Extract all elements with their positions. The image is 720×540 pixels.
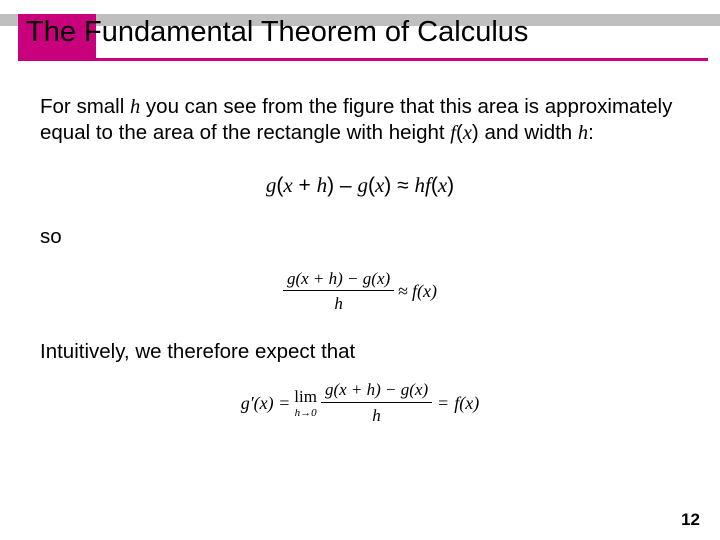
- op-minus: –: [334, 174, 357, 197]
- limit-approach: h→0: [294, 406, 317, 420]
- paragraph-2: Intuitively, we therefore expect that: [40, 339, 680, 365]
- equation-2: g(x + h) − g(x) h ≈ f(x): [40, 265, 680, 316]
- equation-3: g′(x) = lim h→0 g(x + h) − g(x) h = f(x): [40, 379, 680, 427]
- var-x: x: [283, 173, 292, 197]
- var-x: x: [463, 122, 472, 144]
- var-h: h: [578, 122, 588, 144]
- text-so: so: [40, 224, 680, 250]
- slide-title: The Fundamental Theorem of Calculus: [26, 16, 528, 49]
- fn-g: g: [266, 173, 277, 197]
- lhs: g′(x) =: [241, 392, 291, 415]
- paren: (: [456, 121, 463, 144]
- op-approx: ≈: [391, 174, 414, 197]
- equation-1: g(x + h) – g(x) ≈ hf(x): [40, 172, 680, 200]
- text: and width: [479, 121, 578, 144]
- paren: (: [368, 174, 375, 197]
- var-h: h: [414, 173, 425, 197]
- title-underline: [18, 58, 708, 61]
- var-h: h: [317, 173, 328, 197]
- text: For small: [40, 95, 130, 118]
- paren: (: [431, 174, 438, 197]
- fraction: g(x + h) − g(x) h: [321, 379, 432, 427]
- slide-body: For small h you can see from the figure …: [40, 94, 680, 427]
- fraction: g(x + h) − g(x) h: [283, 268, 394, 316]
- fn-g: g: [357, 173, 368, 197]
- op-equals: =: [432, 392, 454, 415]
- page-number: 12: [681, 510, 700, 530]
- rhs: f(x): [454, 392, 479, 415]
- var-x: x: [438, 173, 447, 197]
- rhs: f(x): [412, 280, 437, 303]
- fraction-denominator: h: [321, 403, 432, 427]
- var-h: h: [130, 96, 140, 118]
- limit-label: lim: [294, 386, 317, 408]
- paren: ): [472, 121, 479, 144]
- fraction-denominator: h: [283, 291, 394, 315]
- fraction-numerator: g(x + h) − g(x): [321, 379, 432, 403]
- colon: :: [588, 121, 594, 144]
- paren: ): [447, 174, 454, 197]
- op-plus: +: [293, 174, 317, 197]
- op-approx: ≈: [394, 280, 412, 303]
- var-x: x: [375, 173, 384, 197]
- paragraph-1: For small h you can see from the figure …: [40, 94, 680, 146]
- fraction-numerator: g(x + h) − g(x): [283, 268, 394, 292]
- limit: lim h→0: [294, 386, 317, 420]
